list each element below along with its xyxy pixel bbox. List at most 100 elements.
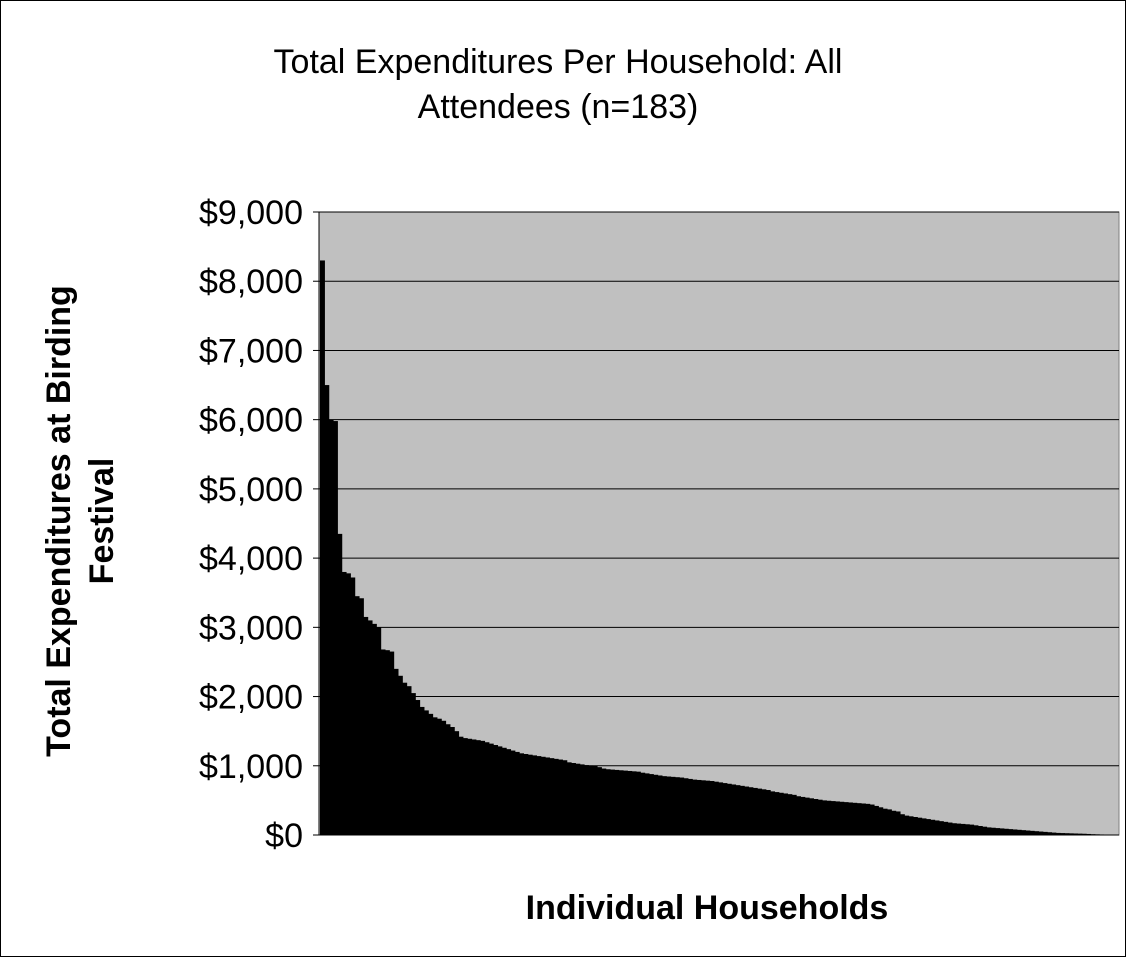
y-tick-label: $5,000 <box>199 471 303 509</box>
y-tick-label: $6,000 <box>199 402 303 440</box>
household-bar <box>389 652 394 835</box>
household-bar <box>515 752 520 835</box>
household-bar <box>744 787 749 835</box>
y-tick-label: $3,000 <box>199 609 303 647</box>
household-bar <box>666 777 671 835</box>
household-bar <box>965 824 970 835</box>
household-bar <box>558 760 563 835</box>
household-bar <box>497 746 502 835</box>
household-bar <box>684 778 689 835</box>
household-bar <box>597 767 602 835</box>
y-tick-label: $9,000 <box>199 194 303 232</box>
household-bar <box>956 824 961 835</box>
household-bar <box>800 797 805 835</box>
household-bar <box>372 624 377 835</box>
y-tick-label: $4,000 <box>199 540 303 578</box>
household-bar <box>1038 832 1043 835</box>
household-bar <box>835 801 840 835</box>
x-axis-title: Individual Households <box>526 889 889 927</box>
household-bar <box>433 717 438 835</box>
household-bar <box>705 781 710 835</box>
household-bar <box>891 811 896 835</box>
household-bar <box>407 686 412 835</box>
household-bar <box>909 816 914 835</box>
household-bar <box>701 780 706 835</box>
household-bar <box>653 775 658 835</box>
household-bar <box>766 790 771 835</box>
household-bar <box>787 794 792 835</box>
household-bar <box>813 799 818 835</box>
household-bar <box>883 809 888 835</box>
household-bar <box>385 650 390 835</box>
household-bar <box>904 816 909 835</box>
household-bar <box>554 759 559 835</box>
household-bar <box>450 727 455 835</box>
household-bar <box>952 823 957 835</box>
household-bar <box>614 770 619 835</box>
household-bar <box>748 787 753 835</box>
household-bar <box>567 762 572 835</box>
household-bar <box>818 800 823 835</box>
household-bar <box>857 803 862 835</box>
household-bar <box>722 783 727 835</box>
y-tick-label: $7,000 <box>199 332 303 370</box>
household-bar <box>346 573 351 835</box>
household-bar <box>913 817 918 835</box>
household-bar <box>506 749 511 835</box>
household-bar <box>1012 829 1017 835</box>
household-bar <box>424 710 429 835</box>
household-bar <box>943 822 948 835</box>
household-bar <box>822 800 827 835</box>
household-bar <box>640 773 645 835</box>
household-bar <box>359 598 364 835</box>
household-bar <box>865 804 870 835</box>
household-bar <box>671 777 676 835</box>
household-bar <box>536 756 541 835</box>
household-bar <box>523 754 528 835</box>
household-bar <box>575 764 580 835</box>
household-bar <box>381 649 386 835</box>
household-bar <box>428 714 433 835</box>
household-bar <box>549 758 554 835</box>
household-bar <box>757 789 762 835</box>
household-bar <box>939 821 944 835</box>
household-bar <box>1017 830 1022 835</box>
household-bar <box>528 755 533 835</box>
household-bar <box>675 777 680 835</box>
household-bar <box>489 744 494 835</box>
household-bar <box>969 825 974 835</box>
household-bar <box>848 802 853 835</box>
household-bar <box>441 721 446 835</box>
household-bar <box>471 739 476 835</box>
household-bar <box>398 676 403 835</box>
household-bar <box>831 801 836 835</box>
household-bar <box>619 770 624 835</box>
household-bar <box>697 780 702 835</box>
household-bar <box>761 789 766 835</box>
household-bar <box>562 760 567 835</box>
household-bar <box>355 596 360 835</box>
household-bar <box>740 786 745 835</box>
y-tick-label: $8,000 <box>199 263 303 301</box>
household-bar <box>861 804 866 836</box>
household-bar <box>735 785 740 835</box>
household-bar <box>593 766 598 835</box>
household-bar <box>588 765 593 835</box>
household-bar <box>446 724 451 835</box>
household-bar <box>649 774 654 835</box>
household-bar <box>484 742 489 835</box>
household-bar <box>623 771 628 835</box>
household-bar <box>376 627 381 835</box>
household-bar <box>1030 831 1035 835</box>
household-bar <box>887 809 892 835</box>
household-bar <box>502 748 507 835</box>
household-bar <box>519 753 524 835</box>
household-bar <box>986 827 991 835</box>
household-bar <box>999 828 1004 835</box>
household-bar <box>809 798 814 835</box>
household-bar <box>467 739 472 835</box>
household-bar <box>324 385 329 835</box>
household-bar <box>510 751 515 835</box>
y-axis-title-line-1: Total Expenditures at Birding <box>40 285 78 757</box>
